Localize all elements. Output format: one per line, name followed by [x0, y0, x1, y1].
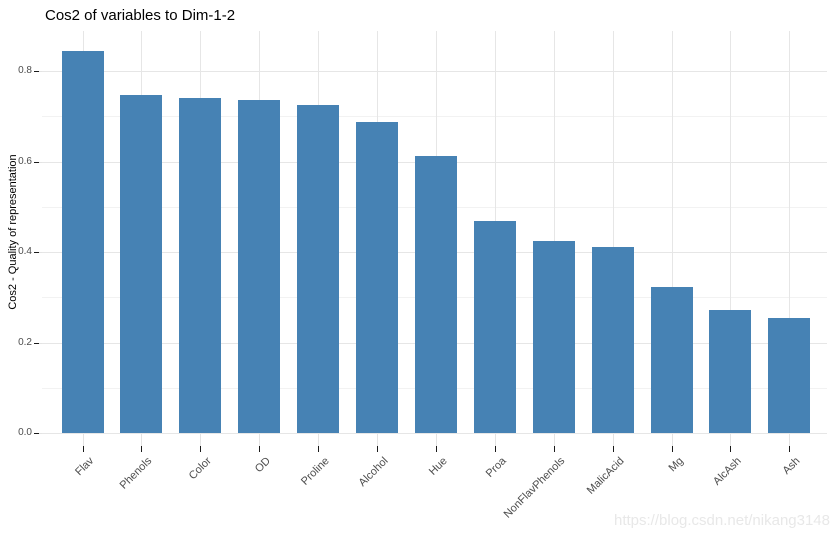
y-tick-label: 0.2 — [18, 337, 32, 348]
bar — [120, 95, 162, 433]
y-tick-stem — [39, 343, 42, 344]
y-tick-label: 0.6 — [18, 156, 32, 167]
x-tick-stem — [730, 434, 731, 446]
x-tick-mark — [141, 446, 142, 452]
bar — [651, 287, 693, 433]
x-tick-label: OD — [252, 455, 273, 476]
y-axis-title: Cos2 - Quality of representation — [7, 154, 19, 310]
y-tick-stem — [39, 162, 42, 163]
y-tick-stem — [39, 71, 42, 72]
bar — [709, 310, 751, 433]
x-tick-label: Phenols — [117, 455, 155, 492]
bar — [179, 98, 221, 433]
x-tick-stem — [554, 434, 555, 446]
gridline-major — [42, 433, 827, 434]
x-tick-label: NonFlavPhenols — [501, 455, 568, 521]
x-tick-mark — [200, 446, 201, 452]
y-tick-mark — [34, 343, 39, 344]
x-tick-label: MalicAcid — [584, 455, 627, 497]
x-tick-label: Proa — [483, 455, 509, 480]
y-tick-mark — [34, 162, 39, 163]
x-tick-label: Alcohol — [356, 455, 391, 489]
chart-title: Cos2 of variables to Dim-1-2 — [45, 7, 236, 24]
x-tick-label: Ash — [780, 455, 803, 477]
bar — [62, 51, 104, 433]
x-tick-label: Proline — [298, 455, 332, 488]
x-tick-mark — [730, 446, 731, 452]
x-tick-stem — [613, 434, 614, 446]
x-tick-stem — [672, 434, 673, 446]
y-tick-label: 0.4 — [18, 246, 32, 257]
x-tick-stem — [436, 434, 437, 446]
gridline-vertical — [672, 31, 673, 433]
bar — [533, 241, 575, 433]
x-tick-label: Color — [186, 455, 214, 483]
y-tick-label: 0.0 — [18, 427, 32, 438]
y-tick-mark — [34, 252, 39, 253]
gridline-vertical — [730, 31, 731, 433]
x-tick-mark — [495, 446, 496, 452]
bar — [474, 221, 516, 433]
x-tick-stem — [789, 434, 790, 446]
x-tick-mark — [613, 446, 614, 452]
y-tick-mark — [34, 71, 39, 72]
x-tick-mark — [554, 446, 555, 452]
x-tick-mark — [377, 446, 378, 452]
x-tick-mark — [259, 446, 260, 452]
y-tick-stem — [39, 252, 42, 253]
bar — [415, 156, 457, 433]
watermark: https://blog.csdn.net/nikang3148 — [614, 512, 830, 529]
gridline-vertical — [613, 31, 614, 433]
x-tick-mark — [436, 446, 437, 452]
x-tick-stem — [141, 434, 142, 446]
bar — [592, 247, 634, 433]
x-tick-mark — [789, 446, 790, 452]
y-tick-stem — [39, 433, 42, 434]
x-tick-mark — [318, 446, 319, 452]
x-tick-stem — [259, 434, 260, 446]
bar — [356, 122, 398, 433]
bar — [238, 100, 280, 433]
bar — [297, 105, 339, 433]
y-tick-mark — [34, 433, 39, 434]
x-tick-stem — [83, 434, 84, 446]
x-tick-mark — [83, 446, 84, 452]
gridline-minor — [42, 116, 827, 117]
x-tick-label: AlcAsh — [710, 455, 744, 488]
x-tick-mark — [672, 446, 673, 452]
bar — [768, 318, 810, 433]
x-tick-stem — [377, 434, 378, 446]
gridline-vertical — [554, 31, 555, 433]
gridline-vertical — [789, 31, 790, 433]
x-tick-label: Mg — [666, 455, 686, 475]
x-tick-stem — [495, 434, 496, 446]
gridline-major — [42, 71, 827, 72]
x-tick-stem — [200, 434, 201, 446]
y-tick-label: 0.8 — [18, 65, 32, 76]
x-tick-stem — [318, 434, 319, 446]
x-tick-label: Flav — [73, 455, 97, 479]
x-tick-label: Hue — [426, 455, 450, 478]
